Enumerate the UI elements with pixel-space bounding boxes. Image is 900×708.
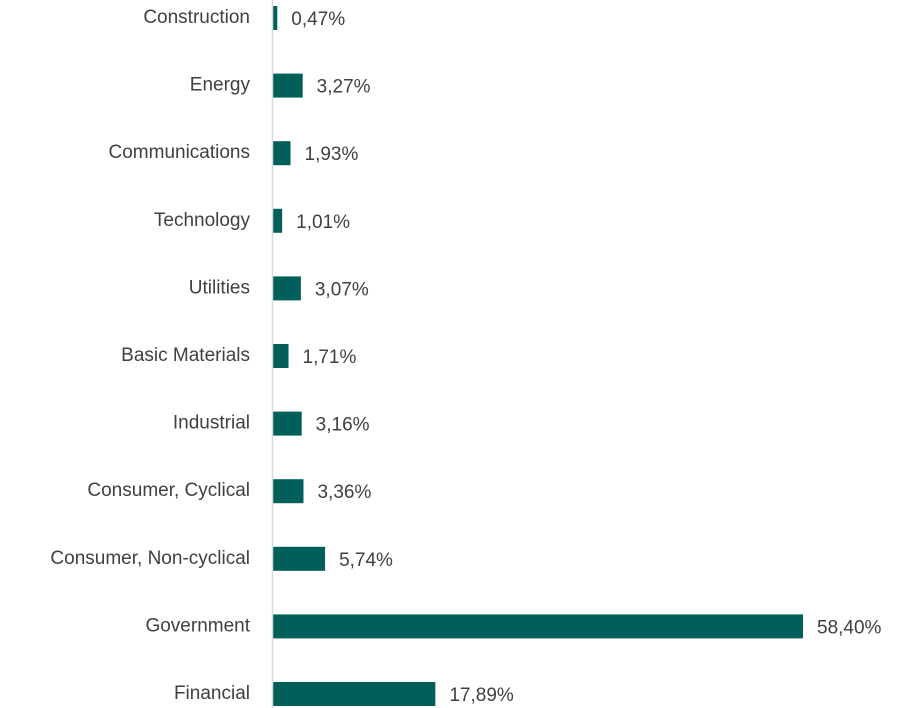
bar-9	[273, 614, 803, 639]
bar-2	[273, 141, 291, 166]
bar-7	[273, 479, 304, 504]
bar-4	[273, 276, 301, 301]
bar-8	[273, 546, 326, 571]
value-label: 1,71%	[303, 347, 357, 368]
category-label: Construction	[143, 7, 250, 28]
category-label: Technology	[154, 210, 251, 231]
bar-0	[273, 6, 278, 30]
category-label: Energy	[190, 75, 251, 96]
value-label: 17,89%	[449, 685, 514, 706]
category-label: Industrial	[173, 413, 250, 434]
value-label: 3,27%	[317, 77, 371, 98]
category-label: Consumer, Non-cyclical	[50, 548, 250, 569]
value-label: 3,36%	[317, 482, 371, 503]
category-label: Government	[145, 615, 250, 636]
category-label: Financial	[174, 683, 250, 704]
category-label: Basic Materials	[121, 345, 250, 366]
bar-6	[273, 411, 302, 436]
category-label: Communications	[109, 142, 251, 163]
bar-3	[273, 208, 283, 233]
value-label: 1,93%	[305, 144, 359, 165]
bars	[273, 6, 803, 706]
category-labels: Construction Energy Communications Technolo…	[50, 7, 250, 704]
value-labels: 0,47% 3,27% 1,93% 1,01% 3,07% 1,71% 3,16% 3,36%…	[291, 9, 881, 706]
value-label: 58,40%	[817, 617, 882, 638]
category-label: Utilities	[189, 277, 250, 298]
value-label: 0,47%	[291, 9, 345, 30]
value-label: 5,74%	[339, 550, 393, 571]
bar-1	[273, 73, 303, 98]
value-label: 1,01%	[296, 212, 350, 233]
category-label: Consumer, Cyclical	[87, 480, 250, 501]
value-label: 3,16%	[316, 415, 370, 436]
bar-10	[273, 682, 436, 706]
bar-5	[273, 344, 289, 368]
value-label: 3,07%	[315, 279, 369, 300]
